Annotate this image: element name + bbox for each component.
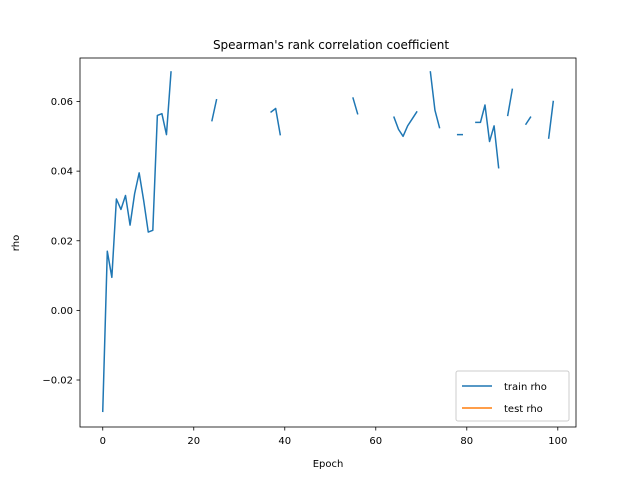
axes-frame bbox=[79, 57, 577, 428]
y-tick-label: 0.02 bbox=[51, 236, 73, 247]
y-tick-label: 0.06 bbox=[51, 97, 73, 108]
y-axis-label: rho bbox=[11, 235, 22, 251]
x-tick-label: 60 bbox=[369, 436, 382, 447]
y-axis: −0.02 0.00 0.02 0.04 0.06 bbox=[42, 97, 80, 387]
y-tick-label: 0.04 bbox=[51, 167, 73, 178]
legend: train rho test rho bbox=[455, 370, 570, 422]
x-tick-label: 0 bbox=[100, 436, 106, 447]
x-axis-label: Epoch bbox=[313, 459, 344, 470]
series-line-train-rho bbox=[101, 71, 555, 413]
chart-title: Spearman's rank correlation coefficient bbox=[213, 38, 449, 52]
legend-label-test-rho: test rho bbox=[504, 404, 543, 415]
x-tick-label: 20 bbox=[187, 436, 200, 447]
x-axis: 0 20 40 60 80 100 bbox=[100, 427, 567, 447]
y-tick-label: 0.00 bbox=[51, 306, 73, 317]
x-tick-label: 40 bbox=[278, 436, 291, 447]
x-tick-label: 100 bbox=[548, 436, 567, 447]
x-tick-label: 80 bbox=[460, 436, 473, 447]
y-tick-label: −0.02 bbox=[42, 376, 73, 387]
legend-label-train-rho: train rho bbox=[504, 382, 547, 393]
plot-area bbox=[101, 71, 555, 413]
